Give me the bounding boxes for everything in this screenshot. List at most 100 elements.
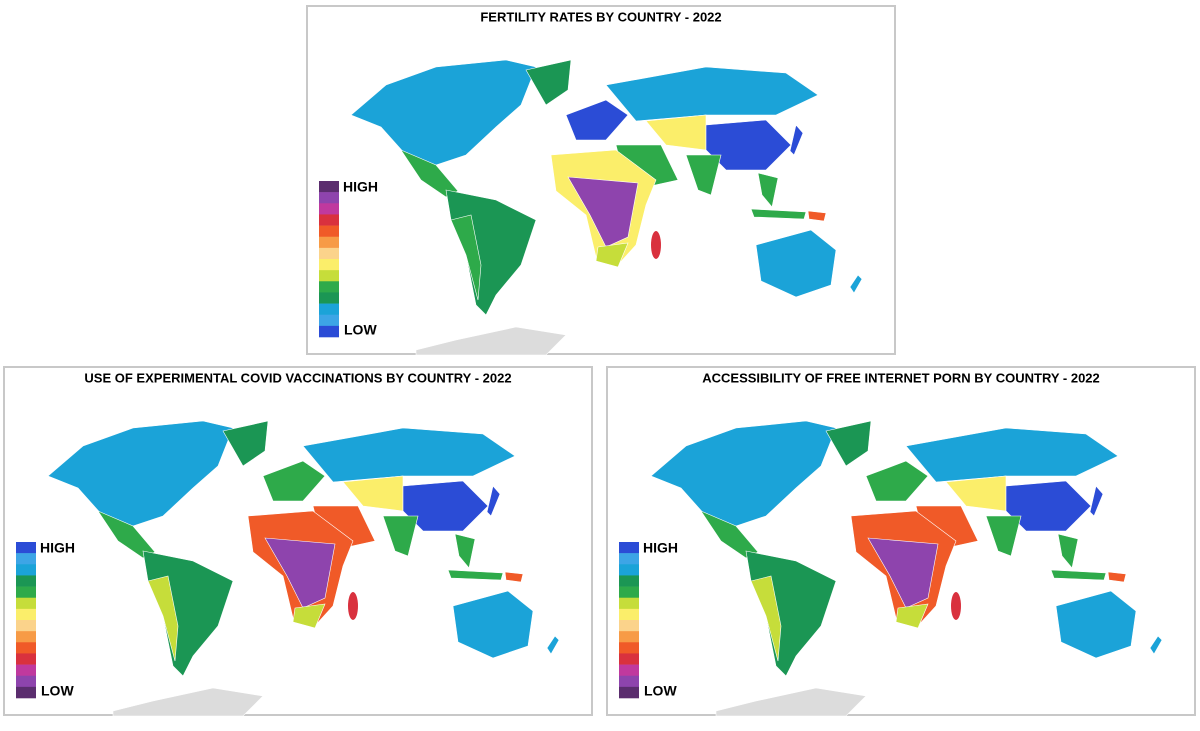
antarctica xyxy=(715,687,867,717)
map-panel: FERTILITY RATES BY COUNTRY - 2022 HIGH LOW xyxy=(306,5,896,356)
southeast-asia xyxy=(1057,533,1079,569)
madagascar xyxy=(651,231,661,259)
africa-central xyxy=(867,537,939,609)
southeast-asia xyxy=(757,172,779,208)
south-america-west xyxy=(750,575,782,662)
legend-swatch xyxy=(319,259,339,271)
indonesia xyxy=(1050,569,1107,581)
legend-swatch xyxy=(619,631,639,643)
legend-swatch xyxy=(619,542,639,554)
madagascar xyxy=(348,592,358,620)
india xyxy=(382,515,419,557)
india xyxy=(985,515,1022,557)
australia xyxy=(1055,590,1137,659)
greenland xyxy=(525,59,572,106)
china xyxy=(402,480,489,532)
legend-swatch xyxy=(16,564,36,576)
legend-swatch xyxy=(319,281,339,293)
map-title: FERTILITY RATES BY COUNTRY - 2022 xyxy=(480,9,721,24)
legend-swatch xyxy=(619,564,639,576)
japan xyxy=(486,485,501,517)
greenland xyxy=(825,420,872,467)
legend-low: LOW xyxy=(644,683,677,699)
legend-swatch xyxy=(16,631,36,643)
new-zealand xyxy=(546,635,560,655)
map-title: ACCESSIBILITY OF FREE INTERNET PORN BY C… xyxy=(702,370,1100,385)
legend-swatch xyxy=(319,225,339,238)
legend-swatch xyxy=(319,303,339,316)
antarctica xyxy=(112,687,264,717)
greenland xyxy=(222,420,269,467)
legend-swatch xyxy=(16,653,36,665)
legend-swatch xyxy=(619,675,639,688)
legend-swatch xyxy=(619,664,639,677)
europe xyxy=(262,460,326,502)
legend-swatch xyxy=(16,597,36,610)
legend-swatch xyxy=(319,325,339,338)
legend-swatch xyxy=(319,214,339,226)
legend-swatch xyxy=(619,686,639,699)
papua xyxy=(807,210,827,222)
legend-swatch xyxy=(16,664,36,677)
legend-swatch xyxy=(619,608,639,621)
legend-high: HIGH xyxy=(343,179,378,195)
legend-swatch xyxy=(319,192,339,204)
africa-central xyxy=(567,176,639,248)
legend-swatch xyxy=(16,542,36,554)
legend-swatch xyxy=(319,181,339,193)
legend-swatch xyxy=(319,292,339,304)
legend-swatch xyxy=(319,247,339,260)
legend-swatch xyxy=(16,675,36,688)
africa-central xyxy=(264,537,336,609)
legend-swatch xyxy=(16,586,36,599)
africa-south xyxy=(595,242,629,268)
legend-swatch xyxy=(619,553,639,565)
map-title: USE OF EXPERIMENTAL COVID VACCINATIONS B… xyxy=(84,370,511,385)
antarctica xyxy=(415,326,567,356)
legend-high: HIGH xyxy=(643,540,678,556)
legend-swatch xyxy=(319,270,339,282)
papua xyxy=(504,571,524,583)
australia xyxy=(452,590,534,659)
legend-swatch xyxy=(16,642,36,654)
indonesia xyxy=(447,569,504,581)
south-america-west xyxy=(147,575,179,662)
africa-south xyxy=(895,603,929,629)
russia xyxy=(302,427,516,483)
legend-low: LOW xyxy=(41,683,74,699)
australia xyxy=(755,229,837,298)
map-panel: USE OF EXPERIMENTAL COVID VACCINATIONS B… xyxy=(3,366,593,717)
russia xyxy=(605,66,819,122)
legend-high: HIGH xyxy=(40,540,75,556)
indonesia xyxy=(750,208,807,220)
southeast-asia xyxy=(454,533,476,569)
legend-swatch xyxy=(619,586,639,599)
russia xyxy=(905,427,1119,483)
legend-swatch xyxy=(16,686,36,699)
legend-swatch xyxy=(16,553,36,565)
legend-swatch xyxy=(619,620,639,632)
legend-swatch xyxy=(319,236,339,249)
legend-swatch xyxy=(319,203,339,215)
legend-swatch xyxy=(16,620,36,632)
legend-swatch xyxy=(16,608,36,621)
africa-south xyxy=(292,603,326,629)
new-zealand xyxy=(849,274,863,294)
legend-swatch xyxy=(619,653,639,665)
new-zealand xyxy=(1149,635,1163,655)
japan xyxy=(789,124,804,156)
europe xyxy=(865,460,929,502)
legend-swatch xyxy=(619,575,639,587)
legend-swatch xyxy=(619,597,639,610)
map-panel: ACCESSIBILITY OF FREE INTERNET PORN BY C… xyxy=(606,366,1196,717)
china xyxy=(1005,480,1092,532)
papua xyxy=(1107,571,1127,583)
japan xyxy=(1089,485,1104,517)
india xyxy=(685,154,722,196)
legend-swatch xyxy=(16,575,36,587)
legend-swatch xyxy=(619,642,639,654)
china xyxy=(705,119,792,171)
europe xyxy=(565,99,629,141)
